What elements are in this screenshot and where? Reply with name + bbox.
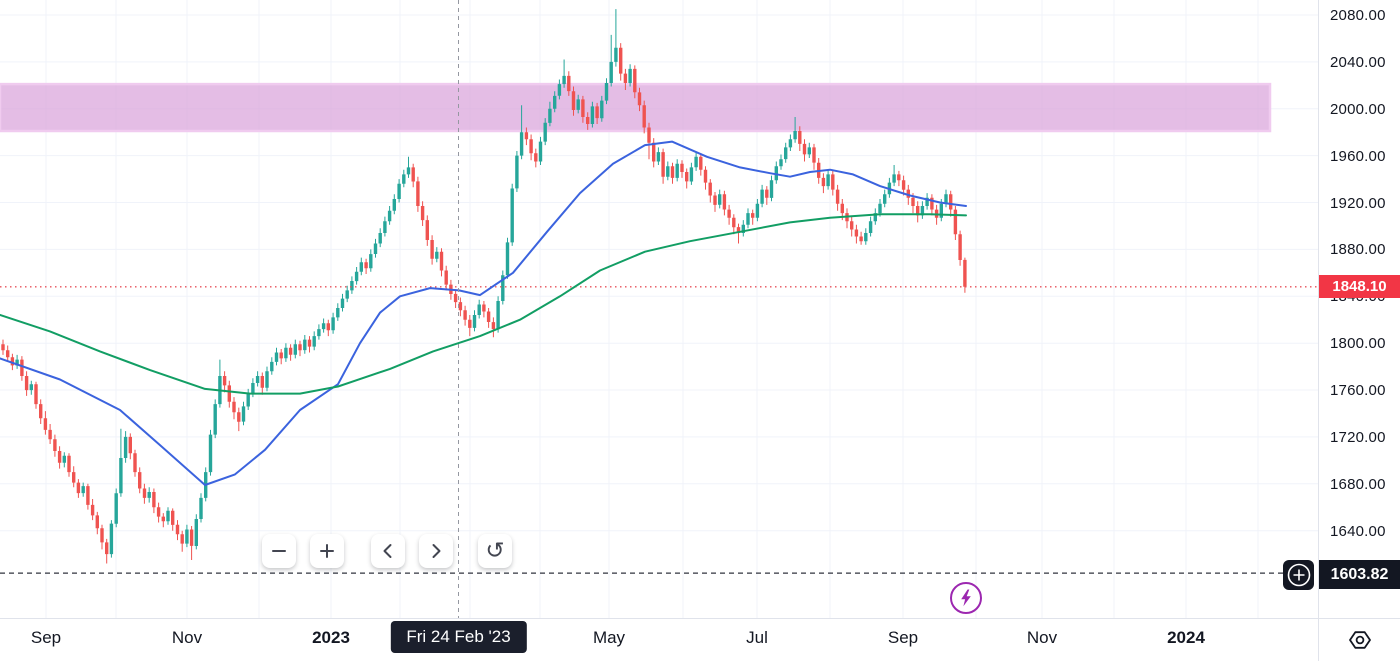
minus-icon <box>272 550 286 552</box>
add-alert-button[interactable] <box>1283 560 1314 591</box>
time-tick-label: May <box>592 628 626 647</box>
price-tick-label: 1920.00 <box>1330 194 1386 212</box>
time-tick-label: Nov <box>1026 628 1058 647</box>
price-tick-label: 1720.00 <box>1330 428 1386 446</box>
price-tick-label: 1880.00 <box>1330 241 1386 259</box>
quick-trade-button[interactable] <box>950 582 982 614</box>
zoom-in-button[interactable] <box>310 534 344 568</box>
price-tick-label: 1960.00 <box>1330 147 1386 165</box>
price-tick-label: 1640.00 <box>1330 522 1386 540</box>
chevron-left-icon <box>383 544 392 558</box>
ma-fast-line[interactable] <box>0 140 967 486</box>
time-tick-label: Sep <box>887 628 919 647</box>
reset-clock-icon: ↺ <box>485 537 505 564</box>
plus-icon <box>320 544 334 558</box>
scroll-left-button[interactable] <box>371 534 405 568</box>
time-axis[interactable]: Fri 24 Feb '23 Sep Nov 2023 May Jul Sep Nov 202… <box>0 619 1318 661</box>
reset-view-button[interactable]: ↺ <box>478 534 512 568</box>
time-axis-border <box>0 618 1400 619</box>
current-price-badge: 1848.10 <box>1319 275 1400 299</box>
price-tick-label: 2000.00 <box>1330 100 1386 118</box>
zoom-out-button[interactable] <box>262 534 296 568</box>
crosshair-date-badge: Fri 24 Feb '23 <box>390 621 527 653</box>
time-tick-label: Jul <box>746 628 768 647</box>
price-tick-label: 2040.00 <box>1330 53 1386 71</box>
chart-canvas[interactable] <box>0 0 1318 619</box>
time-tick-label: Sep <box>30 628 62 647</box>
price-tick-label: 1800.00 <box>1330 335 1386 353</box>
ma-slow-line[interactable] <box>0 213 967 395</box>
time-tick-label: Nov <box>171 628 203 647</box>
chevron-right-icon <box>432 544 441 558</box>
candlestick-chart[interactable] <box>0 0 1318 619</box>
price-axis[interactable]: 2080.00 2040.00 2000.00 1960.00 1920.00 1880.… <box>1319 0 1400 618</box>
scroll-right-button[interactable] <box>419 534 453 568</box>
time-tick-label: 2023 <box>312 628 350 647</box>
hexagon-nut-icon <box>1348 631 1371 649</box>
time-tick-label: 2024 <box>1167 628 1205 647</box>
price-axis-border <box>1318 0 1319 661</box>
plus-circle-icon <box>1287 563 1310 587</box>
price-tick-label: 2080.00 <box>1330 7 1386 24</box>
price-tick-label: 1680.00 <box>1330 475 1386 493</box>
lightning-icon <box>961 589 971 607</box>
axis-corner-cell[interactable] <box>1319 619 1400 661</box>
level-price-badge: 1603.82 <box>1319 560 1400 590</box>
price-tick-label: 1760.00 <box>1330 382 1386 400</box>
